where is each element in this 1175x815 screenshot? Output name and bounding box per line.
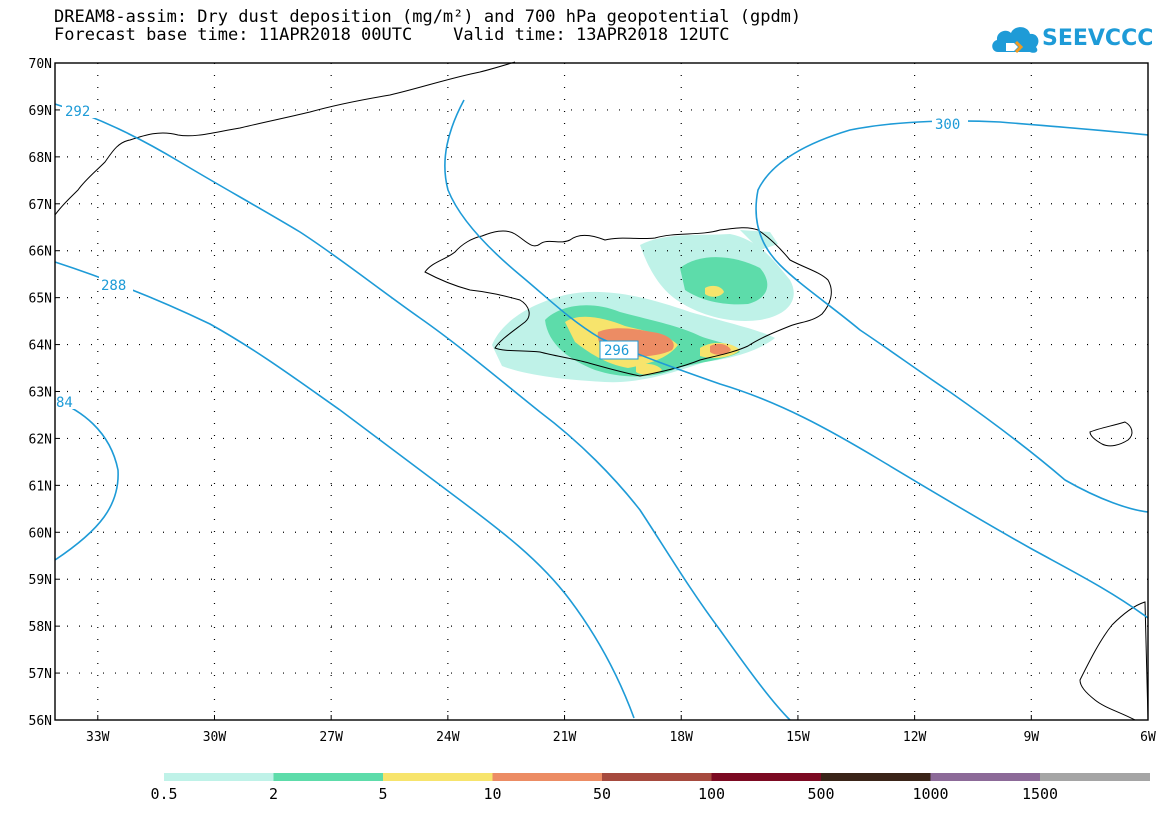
dust-area-green-east [680,257,768,305]
latitude-labels: 70N 69N 68N 67N 66N 65N 64N 63N 62N 61N 60N 59N 58N 5… [29,57,52,729]
contour-label-292: 292 [65,104,90,120]
coastlines [54,61,1149,721]
colorbar-label: 5 [378,785,387,803]
contour-label-288: 288 [101,278,126,294]
contour-288 [54,261,635,719]
lat-label: 69N [29,104,52,119]
colorbar-label: 0.5 [150,785,177,803]
lat-label: 56N [29,714,52,729]
contour-label-300: 300 [935,117,960,133]
graticule [55,62,1149,721]
lon-label: 18W [669,730,693,745]
lon-label: 12W [903,730,927,745]
lon-label: 21W [553,730,577,745]
lon-label: 33W [86,730,110,745]
dust-area-orange-east [710,343,731,355]
coast-iceland [424,227,832,377]
lon-label: 30W [203,730,227,745]
lat-label: 66N [29,245,52,260]
contour-84 [54,399,119,561]
dust-area-light-northeast [740,230,778,250]
lon-label: 24W [436,730,460,745]
lat-label: 70N [29,57,52,72]
coast-greenland [54,61,516,216]
contour-labels: 292 288 84 296 300 [55,102,968,411]
contour-296 [444,99,1149,619]
colorbar-swatch [1040,773,1150,781]
colorbar-swatch [602,773,712,781]
colorbar-swatch [164,773,274,781]
colorbar-label: 2 [269,785,278,803]
lat-label: 60N [29,526,52,541]
map-subtitle-times: Forecast base time: 11APR2018 00UTC Vali… [54,25,730,45]
colorbar-swatch [383,773,493,781]
map-frame [54,62,1149,721]
seevccc-logo: SEEVCCC [990,22,1160,56]
coast-faroe [1089,421,1133,447]
colorbar-swatch [273,773,384,781]
geopotential-contours [54,99,1149,721]
lat-label: 61N [29,479,52,494]
contour-292 [54,103,791,721]
lat-label: 59N [29,573,52,588]
dust-area-yellow-south-tip [636,363,662,375]
colorbar-swatch [930,773,1041,781]
dust-area-yellow-east-spot [705,285,724,297]
longitude-labels: 33W 30W 27W 24W 21W 18W 15W 12W 9W 6W [86,730,1156,745]
lon-label: 27W [319,730,343,745]
lon-label: 9W [1023,730,1039,745]
colorbar-label: 1000 [912,785,948,803]
lat-label: 65N [29,292,52,307]
lat-label: 57N [29,667,52,682]
colorbar-swatch [711,773,822,781]
colorbar-swatch [821,773,931,781]
lat-label: 64N [29,339,52,354]
lat-label: 63N [29,386,52,401]
cloud-icon [992,27,1039,54]
colorbar-label: 50 [593,785,611,803]
map-title: DREAM8-assim: Dry dust deposition (mg/m²… [54,7,802,27]
colorbar-label: 1500 [1022,785,1058,803]
colorbar [164,773,1150,781]
colorbar-labels: 0.5 2 5 10 50 100 500 1000 1500 [150,785,1058,803]
coast-scotland [1079,601,1149,721]
contour-label-296: 296 [604,343,629,359]
colorbar-label: 500 [807,785,834,803]
lat-label: 58N [29,620,52,635]
contour-label-84: 84 [56,395,73,411]
lon-label: 15W [786,730,810,745]
lon-label: 6W [1140,730,1156,745]
colorbar-label: 10 [483,785,501,803]
lat-label: 67N [29,198,52,213]
lat-label: 62N [29,432,52,447]
logo-text: SEEVCCC [1042,26,1154,51]
colorbar-label: 100 [698,785,725,803]
colorbar-swatch [492,773,603,781]
lat-label: 68N [29,151,52,166]
dust-deposition-fields [492,230,794,383]
contour-300 [755,120,1149,513]
